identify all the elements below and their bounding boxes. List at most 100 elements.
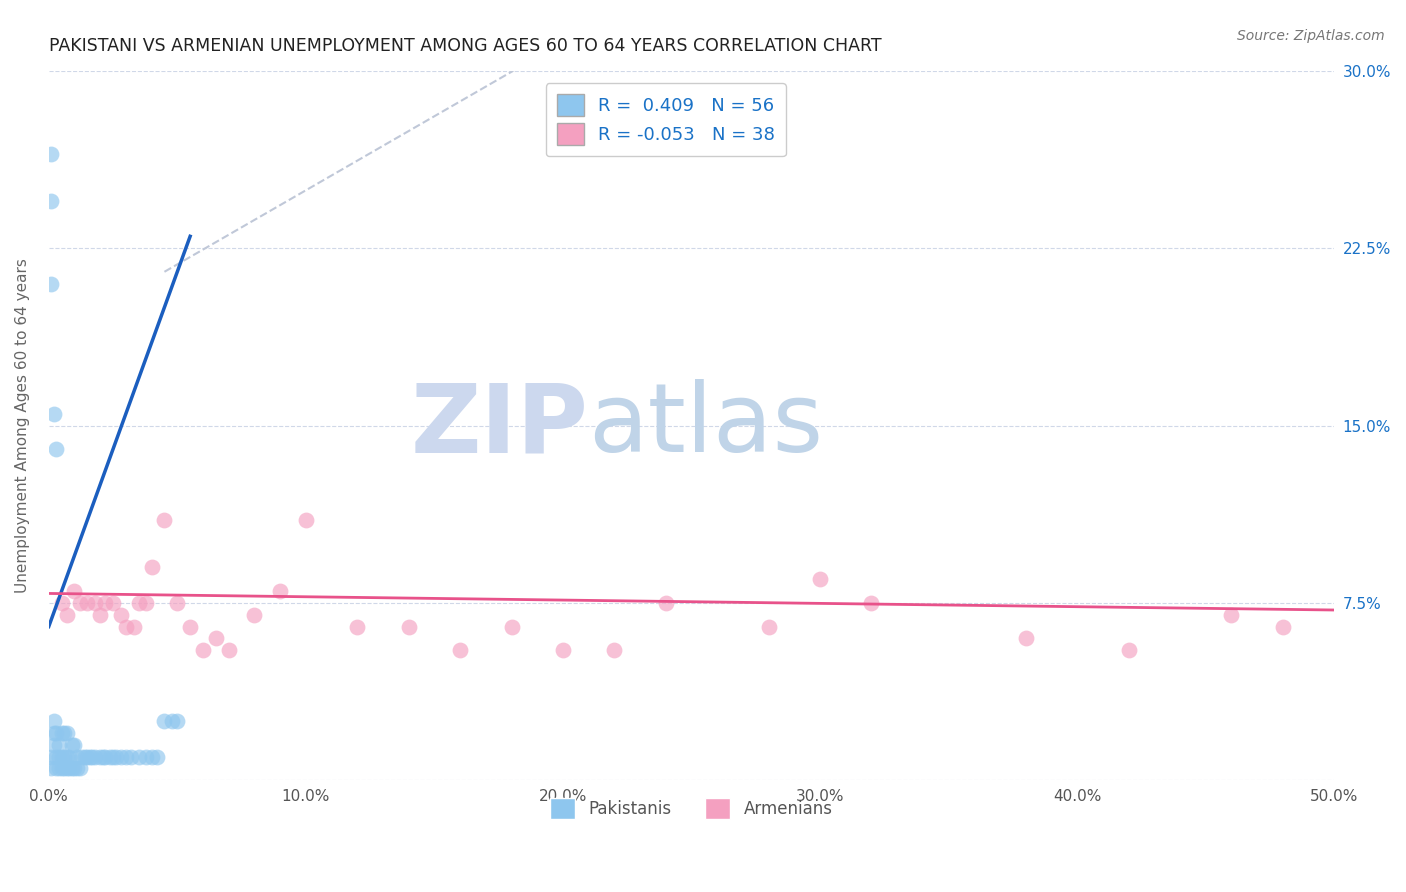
- Point: [42, 714, 65, 728]
- Point: [48, 749, 70, 764]
- Point: [89, 607, 111, 622]
- Y-axis label: Unemployment Among Ages 60 to 64 years: Unemployment Among Ages 60 to 64 years: [15, 258, 30, 593]
- Point: [179, 619, 201, 633]
- Point: [603, 643, 626, 657]
- Point: [55, 749, 77, 764]
- Point: [41, 749, 63, 764]
- Point: [51, 762, 73, 776]
- Text: ZIP: ZIP: [411, 379, 589, 472]
- Point: [91, 749, 114, 764]
- Point: [94, 596, 117, 610]
- Point: [63, 738, 86, 752]
- Point: [166, 596, 188, 610]
- Point: [1271, 619, 1294, 633]
- Point: [104, 749, 127, 764]
- Point: [48, 738, 70, 752]
- Point: [218, 643, 240, 657]
- Point: [79, 749, 101, 764]
- Point: [141, 749, 163, 764]
- Point: [135, 749, 157, 764]
- Point: [115, 619, 138, 633]
- Text: PAKISTANI VS ARMENIAN UNEMPLOYMENT AMONG AGES 60 TO 64 YEARS CORRELATION CHART: PAKISTANI VS ARMENIAN UNEMPLOYMENT AMONG…: [49, 37, 882, 55]
- Point: [55, 607, 77, 622]
- Point: [89, 749, 111, 764]
- Point: [41, 146, 63, 161]
- Point: [60, 762, 83, 776]
- Point: [128, 596, 150, 610]
- Point: [51, 596, 73, 610]
- Point: [153, 714, 176, 728]
- Text: Source: ZipAtlas.com: Source: ZipAtlas.com: [1237, 29, 1385, 43]
- Point: [69, 762, 91, 776]
- Point: [60, 738, 83, 752]
- Point: [501, 619, 523, 633]
- Point: [42, 407, 65, 421]
- Point: [63, 584, 86, 599]
- Point: [449, 643, 471, 657]
- Point: [55, 762, 77, 776]
- Point: [70, 749, 93, 764]
- Point: [398, 619, 420, 633]
- Text: atlas: atlas: [589, 379, 824, 472]
- Point: [51, 726, 73, 740]
- Point: [191, 643, 214, 657]
- Point: [1220, 607, 1243, 622]
- Point: [110, 749, 132, 764]
- Point: [120, 749, 142, 764]
- Point: [45, 726, 67, 740]
- Point: [101, 596, 124, 610]
- Point: [101, 749, 124, 764]
- Point: [243, 607, 266, 622]
- Point: [48, 762, 70, 776]
- Point: [1014, 632, 1036, 646]
- Point: [42, 726, 65, 740]
- Point: [166, 714, 188, 728]
- Point: [100, 749, 122, 764]
- Legend: Pakistanis, Armenians: Pakistanis, Armenians: [544, 791, 839, 825]
- Point: [84, 749, 107, 764]
- Point: [45, 442, 67, 457]
- Point: [45, 749, 67, 764]
- Point: [55, 726, 77, 740]
- Point: [53, 749, 76, 764]
- Point: [655, 596, 678, 610]
- Point: [269, 584, 291, 599]
- Point: [205, 632, 228, 646]
- Point: [53, 726, 76, 740]
- Point: [758, 619, 780, 633]
- Point: [58, 749, 80, 764]
- Point: [145, 749, 167, 764]
- Point: [45, 762, 67, 776]
- Point: [1118, 643, 1140, 657]
- Point: [122, 619, 145, 633]
- Point: [160, 714, 183, 728]
- Point: [141, 560, 163, 574]
- Point: [63, 762, 86, 776]
- Point: [295, 513, 318, 527]
- Point: [66, 762, 89, 776]
- Point: [73, 749, 96, 764]
- Point: [346, 619, 368, 633]
- Point: [51, 749, 73, 764]
- Point: [69, 596, 91, 610]
- Point: [135, 596, 157, 610]
- Point: [76, 749, 98, 764]
- Point: [808, 572, 831, 586]
- Point: [84, 596, 107, 610]
- Point: [110, 607, 132, 622]
- Point: [66, 749, 89, 764]
- Point: [42, 738, 65, 752]
- Point: [41, 194, 63, 208]
- Point: [94, 749, 117, 764]
- Point: [860, 596, 883, 610]
- Point: [115, 749, 138, 764]
- Point: [41, 277, 63, 291]
- Point: [551, 643, 574, 657]
- Point: [153, 513, 176, 527]
- Point: [58, 762, 80, 776]
- Point: [41, 762, 63, 776]
- Point: [53, 762, 76, 776]
- Point: [76, 596, 98, 610]
- Point: [82, 749, 104, 764]
- Point: [128, 749, 150, 764]
